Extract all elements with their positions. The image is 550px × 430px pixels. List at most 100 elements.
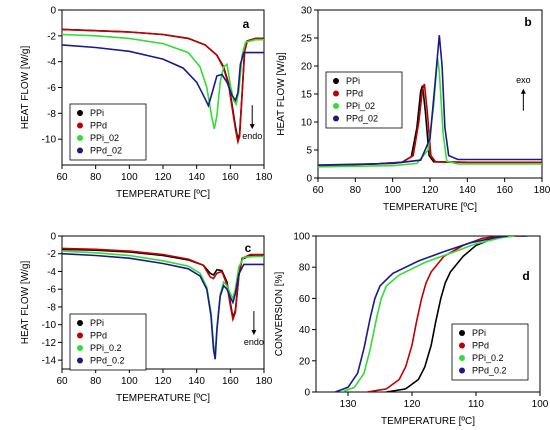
chart-panel-d: 130 120 110 100 0 20 40 60 80 100 TEMPERATURE [ºC]… bbox=[274, 232, 549, 428]
y-tick-label: -10 bbox=[42, 320, 57, 331]
y-tick-label: 0 bbox=[306, 174, 312, 185]
legend-label: PPd bbox=[472, 341, 489, 351]
x-tick-label: 120 bbox=[422, 185, 439, 196]
y-axis-title: HEAT FLOW [W/g] bbox=[20, 261, 31, 345]
chart-panel-a: 60 80 100 120 140 160 180 -10 -8 -6 -4 -2 0 TEMPERATU… bbox=[20, 6, 273, 201]
legend-label: PPd bbox=[90, 121, 107, 131]
legend: PPi PPd PPi_0.2 PPd_0.2 bbox=[451, 323, 529, 381]
x-tick-label: 100 bbox=[121, 172, 138, 183]
legend: PPi PPd PPi_02 PPd_02 bbox=[325, 71, 403, 129]
legend-marker bbox=[77, 147, 83, 154]
legend-label: PPi_0.2 bbox=[472, 353, 504, 363]
legend-marker bbox=[77, 110, 83, 116]
x-axis-title: TEMPERATURE [ºC] bbox=[383, 202, 477, 213]
chart-panel-c: 60 80 100 120 140 160 180 -14 -12 -10 -8 -6 -4 -2 0 TEM… bbox=[20, 232, 273, 405]
legend-marker bbox=[459, 367, 465, 374]
arrowhead bbox=[251, 330, 257, 336]
y-tick-label: 5 bbox=[306, 146, 312, 157]
y-tick-label: 25 bbox=[301, 34, 313, 45]
panel-tag: b bbox=[524, 15, 531, 29]
x-tick-label: 100 bbox=[384, 185, 401, 196]
x-tick-label: 110 bbox=[468, 399, 484, 410]
x-tick-label: 100 bbox=[121, 376, 138, 387]
y-tick-label: -4 bbox=[47, 267, 56, 278]
x-axis-title: TEMPERATURE [ºC] bbox=[116, 393, 210, 404]
y-tick-label: 100 bbox=[293, 232, 310, 243]
legend-marker bbox=[333, 103, 339, 109]
x-tick-label: 60 bbox=[312, 185, 324, 196]
x-tick-label: 130 bbox=[340, 399, 357, 410]
legend: PPi PPd PPi_02 PPd_02 bbox=[69, 103, 147, 161]
x-axis-title: TEMPERATURE [ºC] bbox=[381, 416, 475, 427]
y-tick-label: 0 bbox=[304, 388, 310, 399]
legend-marker bbox=[333, 78, 339, 84]
legend-marker bbox=[459, 342, 465, 349]
y-tick-label: 10 bbox=[301, 118, 313, 129]
series-line-ppd-02 bbox=[62, 44, 264, 108]
legend-marker bbox=[333, 90, 339, 97]
y-tick-label: 20 bbox=[299, 356, 311, 367]
y-tick-label: -8 bbox=[47, 109, 56, 120]
legend-label: PPi bbox=[346, 76, 360, 86]
series-line-ppi-02 bbox=[62, 33, 264, 129]
legend-marker bbox=[77, 357, 83, 364]
x-axis-title: TEMPERATURE [ºC] bbox=[116, 189, 210, 200]
legend-label: PPi_02 bbox=[90, 133, 119, 143]
legend-label: PPi bbox=[90, 318, 104, 328]
y-tick-label: -6 bbox=[47, 285, 56, 296]
x-tick-label: 120 bbox=[155, 172, 172, 183]
y-tick-label: -10 bbox=[42, 135, 57, 146]
legend-marker bbox=[77, 122, 83, 129]
x-tick-label: 60 bbox=[56, 172, 68, 183]
y-tick-label: 60 bbox=[299, 294, 311, 305]
legend-marker bbox=[77, 320, 83, 326]
x-tick-label: 180 bbox=[256, 172, 273, 183]
x-tick-label: 160 bbox=[496, 185, 513, 196]
arrowhead bbox=[520, 88, 526, 94]
y-axis-title: HEAT FLOW [W/g] bbox=[20, 46, 31, 130]
x-tick-label: 180 bbox=[256, 376, 273, 387]
x-tick-label: 140 bbox=[188, 376, 205, 387]
legend-label: PPd_02 bbox=[346, 114, 378, 124]
y-tick-label: 20 bbox=[301, 62, 313, 73]
series-line-ppi-0-2 bbox=[341, 236, 515, 392]
series-line-ppd-0-2 bbox=[62, 252, 264, 360]
y-axis-title: CONVERSION [%] bbox=[274, 272, 285, 357]
series-line-ppd-02 bbox=[318, 35, 542, 166]
y-tick-label: -2 bbox=[47, 249, 56, 260]
x-tick-label: 80 bbox=[90, 172, 102, 183]
legend-label: PPd bbox=[346, 89, 363, 99]
y-tick-label: -2 bbox=[47, 31, 56, 42]
x-tick-label: 100 bbox=[532, 399, 549, 410]
legend-label: PPi_0.2 bbox=[90, 343, 122, 353]
y-tick-label: 80 bbox=[299, 263, 311, 274]
legend-label: PPi bbox=[90, 108, 104, 118]
x-tick-label: 160 bbox=[222, 172, 239, 183]
panel-tag: a bbox=[243, 17, 250, 31]
series-line-ppi bbox=[62, 248, 264, 321]
y-tick-label: 40 bbox=[299, 325, 311, 336]
plot-frame bbox=[315, 235, 541, 393]
legend-label: PPd_02 bbox=[90, 146, 122, 156]
panel-tag: c bbox=[245, 241, 252, 255]
x-tick-label: 120 bbox=[155, 376, 172, 387]
x-tick-label: 140 bbox=[188, 172, 205, 183]
y-axis-title: HEAT FLOW [W/g] bbox=[276, 52, 287, 136]
legend-marker bbox=[77, 135, 83, 141]
series-line-ppd bbox=[62, 28, 264, 145]
legend-marker bbox=[77, 332, 83, 339]
y-tick-label: -12 bbox=[42, 338, 57, 349]
legend-label: PPi_02 bbox=[346, 101, 375, 111]
y-tick-label: 0 bbox=[50, 6, 56, 17]
annotation-exo: exo bbox=[516, 75, 531, 85]
y-tick-label: -4 bbox=[47, 57, 56, 68]
legend-label: PPd bbox=[90, 331, 107, 341]
x-tick-label: 140 bbox=[459, 185, 476, 196]
legend-marker bbox=[333, 115, 339, 122]
annotation-endo: endo bbox=[242, 131, 262, 141]
x-tick-label: 160 bbox=[222, 376, 239, 387]
y-tick-label: -14 bbox=[42, 356, 57, 367]
arrowhead bbox=[249, 124, 255, 130]
legend-marker bbox=[459, 330, 465, 336]
